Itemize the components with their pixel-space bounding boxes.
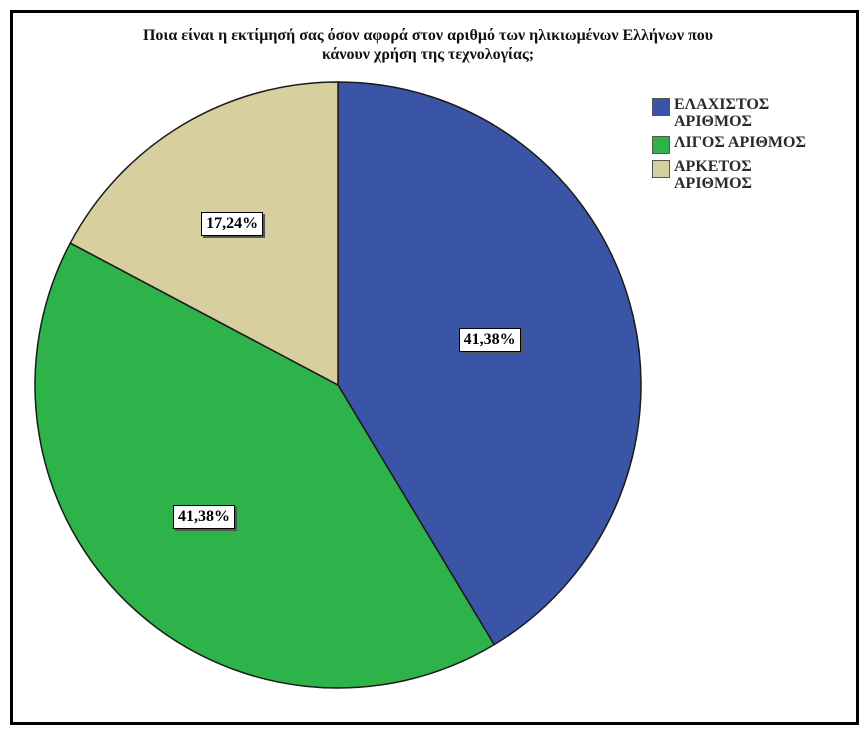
pie-slice-elachistos	[337, 81, 642, 646]
legend-label-arketos: ΑΡΚΕΤΟΣ ΑΡΙΘΜΟΣ	[674, 158, 753, 192]
legend-label-elachistos: ΕΛΑΧΙΣΤΟΣ ΑΡΙΘΜΟΣ	[674, 96, 770, 130]
data-label-ligos: 41,38%	[172, 504, 235, 529]
chart-title-line-2: κάνουν χρήση της τεχνολογίας;	[321, 46, 535, 63]
legend-item-elachistos: ΕΛΑΧΙΣΤΟΣ ΑΡΙΘΜΟΣ	[652, 96, 852, 130]
chart-title-line-1: Ποια είναι η εκτίμησή σας όσον αφορά στο…	[142, 27, 714, 44]
legend-swatch-arketos	[652, 160, 670, 178]
data-label-elachistos: 41,38%	[458, 328, 521, 353]
data-label-arketos: 17,24%	[201, 212, 264, 237]
chart-title: Ποια είναι η εκτίμησή σας όσον αφορά στο…	[28, 26, 828, 64]
legend: ΕΛΑΧΙΣΤΟΣ ΑΡΙΘΜΟΣ ΛΙΓΟΣ ΑΡΙΘΜΟΣ ΑΡΚΕΤΟΣ …	[652, 96, 852, 196]
legend-item-ligos: ΛΙΓΟΣ ΑΡΙΘΜΟΣ	[652, 134, 852, 154]
legend-label-ligos: ΛΙΓΟΣ ΑΡΙΘΜΟΣ	[674, 134, 806, 151]
legend-item-arketos: ΑΡΚΕΤΟΣ ΑΡΙΘΜΟΣ	[652, 158, 852, 192]
legend-swatch-elachistos	[652, 98, 670, 116]
legend-swatch-ligos	[652, 136, 670, 154]
pie-slice-ligos	[34, 242, 496, 689]
